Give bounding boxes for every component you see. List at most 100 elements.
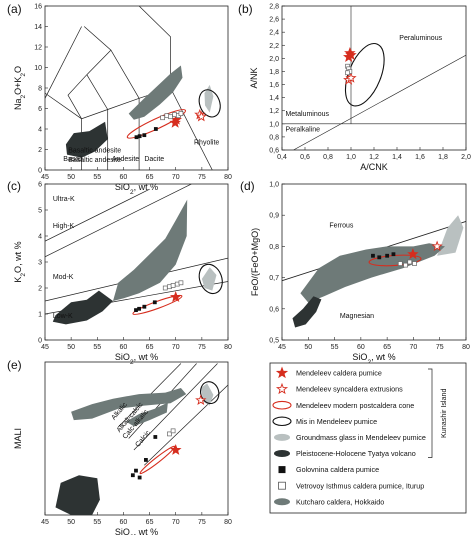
tyatya-field xyxy=(52,290,113,325)
y-tick-label: 12 xyxy=(34,45,42,52)
legend-frame xyxy=(269,362,467,514)
open-square-marker xyxy=(160,115,165,121)
x-tick-label: 1,2 xyxy=(369,154,379,161)
open-square-marker xyxy=(167,431,172,437)
field-label: Peraluminous xyxy=(399,35,442,42)
square-marker xyxy=(385,253,390,258)
x-axis-label: SiO2, wt % xyxy=(115,352,158,366)
square-marker xyxy=(137,475,142,480)
panel-d: (d) 45 50 55 60 65 70 75 80 0,5 0,6 0,7 0,8 0,9 1,0 SiO… xyxy=(240,179,470,366)
legend-square xyxy=(278,481,286,490)
legend-ellipse xyxy=(272,416,292,427)
path xyxy=(83,26,140,99)
y-tick-label: 1,0 xyxy=(269,121,279,128)
x-tick-label: 65 xyxy=(146,174,154,181)
x-tick-label: 45 xyxy=(41,344,49,351)
open-star-marker xyxy=(431,240,443,252)
open-square-marker xyxy=(403,262,408,268)
y-tick-label: 6 xyxy=(38,182,42,189)
open-star-marker xyxy=(345,72,357,83)
star-marker xyxy=(345,49,357,60)
kutcharo-field xyxy=(71,388,187,421)
square-marker xyxy=(137,306,142,311)
melt-inclusion-ellipse xyxy=(198,263,223,295)
kutcharo-field xyxy=(113,199,188,301)
field-label: Low-K xyxy=(53,313,73,320)
path xyxy=(293,54,466,150)
y-axis-label: A/NK xyxy=(249,67,259,88)
panel-b: (b)0,4 0,6 0,8 1,0 1,2 1,4 1,6 1,8 2,00,60,81,01… xyxy=(238,2,471,172)
y-tick-label: 3 xyxy=(38,260,42,267)
open-square-marker xyxy=(345,70,350,76)
x-axis-label: SiO2, wt % xyxy=(115,182,158,196)
field-label: Basaltic andesite xyxy=(68,148,121,155)
field-label: Basaltic andesite xyxy=(68,157,121,164)
square-marker xyxy=(153,435,158,439)
x-tick-label: 80 xyxy=(462,344,470,351)
y-axis-label: FeO/(FeO+MgO) xyxy=(250,228,260,296)
legend-title: Kunashir Island xyxy=(439,388,448,438)
x-tick-label: 55 xyxy=(93,519,101,526)
kutcharo-field xyxy=(300,243,445,303)
x-tick-label: 80 xyxy=(224,344,232,351)
postcaldera-ellipse xyxy=(139,445,176,475)
y-tick-label: 2,0 xyxy=(269,56,279,63)
legend-item-label: Groundmass glass in Mendeleev pumice xyxy=(296,433,426,442)
y-tick-label: 0,8 xyxy=(269,134,279,141)
x-tick-label: 75 xyxy=(436,344,444,351)
field-label: Ultra-K xyxy=(53,196,75,203)
y-tick-label: 14 xyxy=(34,24,42,31)
panel-e: (e) 45 50 55 60 65 70 75 80 SiO2, wt % MALI Alkalic… xyxy=(7,358,232,535)
path xyxy=(45,184,193,258)
x-tick-label: 1,0 xyxy=(346,154,356,161)
legend-item-label: Mendeleev syncaldera extrusions xyxy=(296,385,403,394)
y-tick-label: 2 xyxy=(38,286,42,293)
square-marker xyxy=(144,458,148,462)
y-tick-label: 0,6 xyxy=(269,148,279,155)
x-tick-label: 70 xyxy=(172,519,180,526)
legend-square xyxy=(278,466,286,474)
x-tick-label: 60 xyxy=(357,344,365,351)
x-tick-label: 0,6 xyxy=(300,154,310,161)
open-square-marker xyxy=(412,261,417,266)
x-tick-label: 1,8 xyxy=(438,154,448,161)
x-tick-label: 75 xyxy=(198,174,206,181)
y-axis-label: Na2O+K2O xyxy=(13,66,27,110)
x-tick-label: 45 xyxy=(41,519,49,526)
tyatya-field xyxy=(55,475,100,515)
glass-field xyxy=(437,215,464,256)
legend-item-label: Mis in Mendeleev pumice xyxy=(296,417,377,426)
panel-label: (e) xyxy=(7,358,22,372)
square-marker xyxy=(391,252,396,257)
field-label: Rhyolite xyxy=(194,139,219,146)
y-axis-label: K2O, wt % xyxy=(13,241,27,282)
x-axis-label: A/CNK xyxy=(360,162,388,172)
y-tick-label: 1 xyxy=(38,312,42,319)
open-square-marker xyxy=(178,111,184,116)
star-marker xyxy=(275,366,289,379)
path xyxy=(133,363,218,451)
open-star-marker xyxy=(195,110,207,122)
x-tick-label: 65 xyxy=(383,344,391,351)
path xyxy=(144,384,228,466)
field-label: Magnesian xyxy=(340,313,374,320)
x-axis-label: SiO2, wt % xyxy=(352,352,395,366)
path xyxy=(45,26,82,100)
path xyxy=(170,87,213,170)
y-axis-label: MALI xyxy=(13,428,23,449)
x-tick-label: 65 xyxy=(146,519,154,526)
y-tick-label: 4 xyxy=(38,234,42,241)
field-label: Andesite xyxy=(112,156,139,163)
legend-ellipse xyxy=(272,400,292,410)
field-label: Ferrous xyxy=(329,223,354,230)
panel-label: (b) xyxy=(238,2,253,16)
square-marker xyxy=(137,134,142,139)
x-tick-label: 60 xyxy=(120,519,128,526)
tyatya-field xyxy=(292,296,322,328)
x-tick-label: 80 xyxy=(224,174,232,181)
melt-inclusion-ellipse xyxy=(198,89,221,118)
y-tick-label: 1,0 xyxy=(269,182,279,189)
kutcharo-field xyxy=(126,402,168,427)
